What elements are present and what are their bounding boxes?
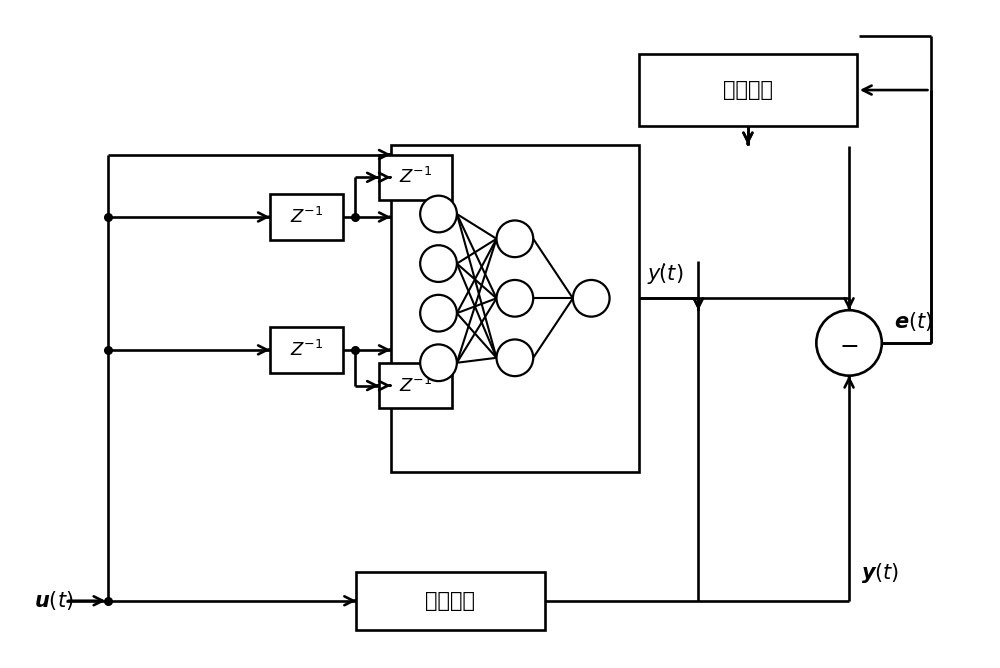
Bar xyxy=(379,363,452,408)
Circle shape xyxy=(420,295,457,331)
Text: $\boldsymbol{e}(t)$: $\boldsymbol{e}(t)$ xyxy=(894,309,933,333)
Bar xyxy=(379,154,452,200)
Bar xyxy=(270,194,343,240)
Text: $\boldsymbol{y'\!\!}(t)$: $\boldsymbol{y'\!\!}(t)$ xyxy=(647,261,683,287)
Circle shape xyxy=(497,280,533,317)
Text: $Z^{-1}$: $Z^{-1}$ xyxy=(399,375,432,395)
Bar xyxy=(391,144,639,472)
Circle shape xyxy=(420,245,457,282)
Text: $\boldsymbol{u}(t)$: $\boldsymbol{u}(t)$ xyxy=(34,589,73,613)
Text: 实际电机: 实际电机 xyxy=(425,591,475,611)
Text: 学习算法: 学习算法 xyxy=(723,80,773,100)
Text: $-$: $-$ xyxy=(839,333,859,357)
Circle shape xyxy=(497,339,533,376)
Text: $Z^{-1}$: $Z^{-1}$ xyxy=(290,340,323,360)
Bar xyxy=(639,54,857,126)
Circle shape xyxy=(573,280,610,317)
Bar xyxy=(270,327,343,373)
Circle shape xyxy=(420,196,457,232)
Circle shape xyxy=(816,310,882,375)
Text: $\boldsymbol{y}(t)$: $\boldsymbol{y}(t)$ xyxy=(861,561,899,585)
Circle shape xyxy=(497,220,533,257)
Text: $Z^{-1}$: $Z^{-1}$ xyxy=(399,167,432,187)
Circle shape xyxy=(420,345,457,381)
Bar xyxy=(356,572,545,629)
Text: $Z^{-1}$: $Z^{-1}$ xyxy=(290,207,323,227)
